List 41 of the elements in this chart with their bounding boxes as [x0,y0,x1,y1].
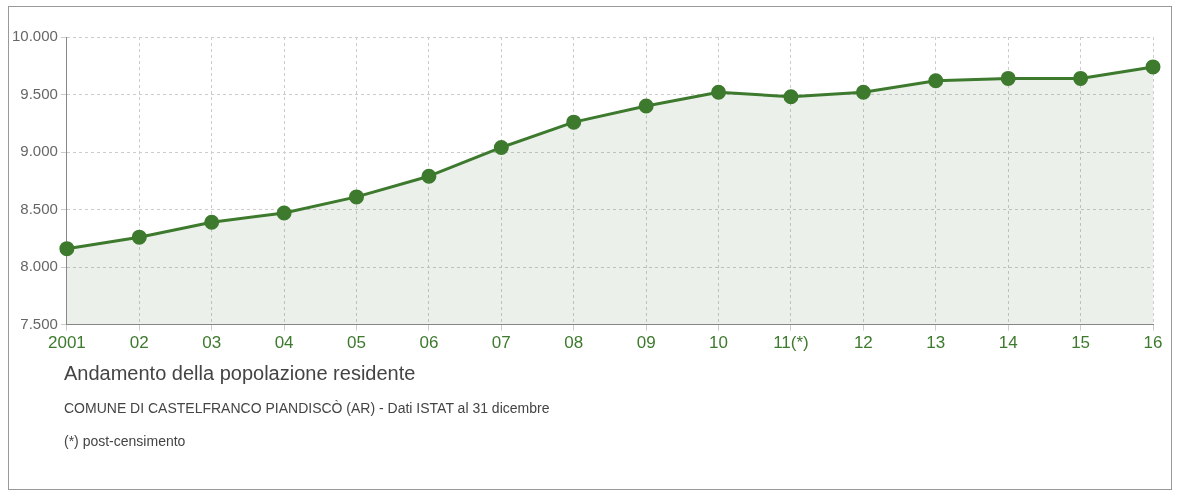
y-tick-label: 7.500 [20,314,58,332]
x-tick-label: 09 [636,333,656,353]
x-tick-label: 05 [347,333,366,353]
y-tick-label: 10.000 [11,27,58,45]
x-tick-label: 03 [202,333,222,353]
point [59,241,75,257]
point [1000,70,1016,86]
point [204,214,220,230]
x-tick-label: 11(*) [773,333,809,353]
point [566,114,582,130]
x-tick-label: 12 [853,333,873,353]
x-tick-label: 07 [491,333,511,353]
x-tick-label: 10 [709,333,729,353]
text: Andamento della popolazione residente [64,362,416,385]
y-tick-label: 9.000 [20,142,58,160]
x-tick-label: 14 [998,333,1018,353]
text: (*) post-censimento [64,433,186,449]
x-tick-label: 16 [1143,333,1163,353]
point [711,84,727,100]
x-tick-label: 04 [274,333,294,353]
point [638,98,654,114]
point [493,139,509,155]
point [131,229,147,245]
point [855,84,871,100]
point [349,189,365,205]
y-tick-label: 9.500 [20,84,58,102]
point [783,89,799,105]
x-tick-label: 06 [419,333,439,353]
x-tick-label: 13 [926,333,946,353]
x-tick-label: 08 [564,333,584,353]
y-tick-label: 8.500 [20,199,58,217]
point [421,168,437,184]
y-tick-label: 8.000 [20,257,58,275]
point [1145,59,1161,75]
point [1073,70,1089,86]
point [928,73,944,89]
point [276,205,292,221]
text: COMUNE DI CASTELFRANCO PIANDISCÒ (AR) - Dati ISTAT al 31 dicembre [64,400,550,416]
x-tick-label: 2001 [47,333,86,353]
x-tick-label: 02 [129,333,149,353]
x-tick-label: 15 [1071,333,1091,353]
